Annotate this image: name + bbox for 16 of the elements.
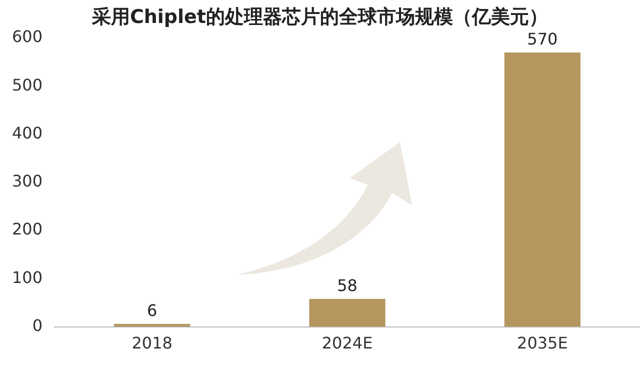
y-tick-label: 200 bbox=[12, 220, 43, 239]
data-label: 570 bbox=[527, 30, 558, 49]
x-tick-label: 2035E bbox=[517, 334, 568, 353]
y-tick-label: 0 bbox=[32, 316, 43, 335]
data-label: 6 bbox=[147, 301, 158, 320]
y-tick-label: 500 bbox=[12, 75, 43, 94]
y-tick-label: 400 bbox=[12, 123, 43, 142]
chart-title: 采用Chiplet的处理器芯片的全球市场规模（亿美元） bbox=[92, 6, 548, 28]
x-tick-label: 2024E bbox=[322, 334, 373, 353]
x-tick-label: 2018 bbox=[132, 334, 172, 353]
bar bbox=[309, 298, 386, 327]
data-label: 58 bbox=[337, 276, 358, 296]
y-tick-label: 100 bbox=[12, 268, 43, 287]
y-tick-label: 600 bbox=[12, 27, 43, 46]
y-tick-label: 300 bbox=[12, 172, 43, 191]
bar bbox=[504, 52, 580, 327]
